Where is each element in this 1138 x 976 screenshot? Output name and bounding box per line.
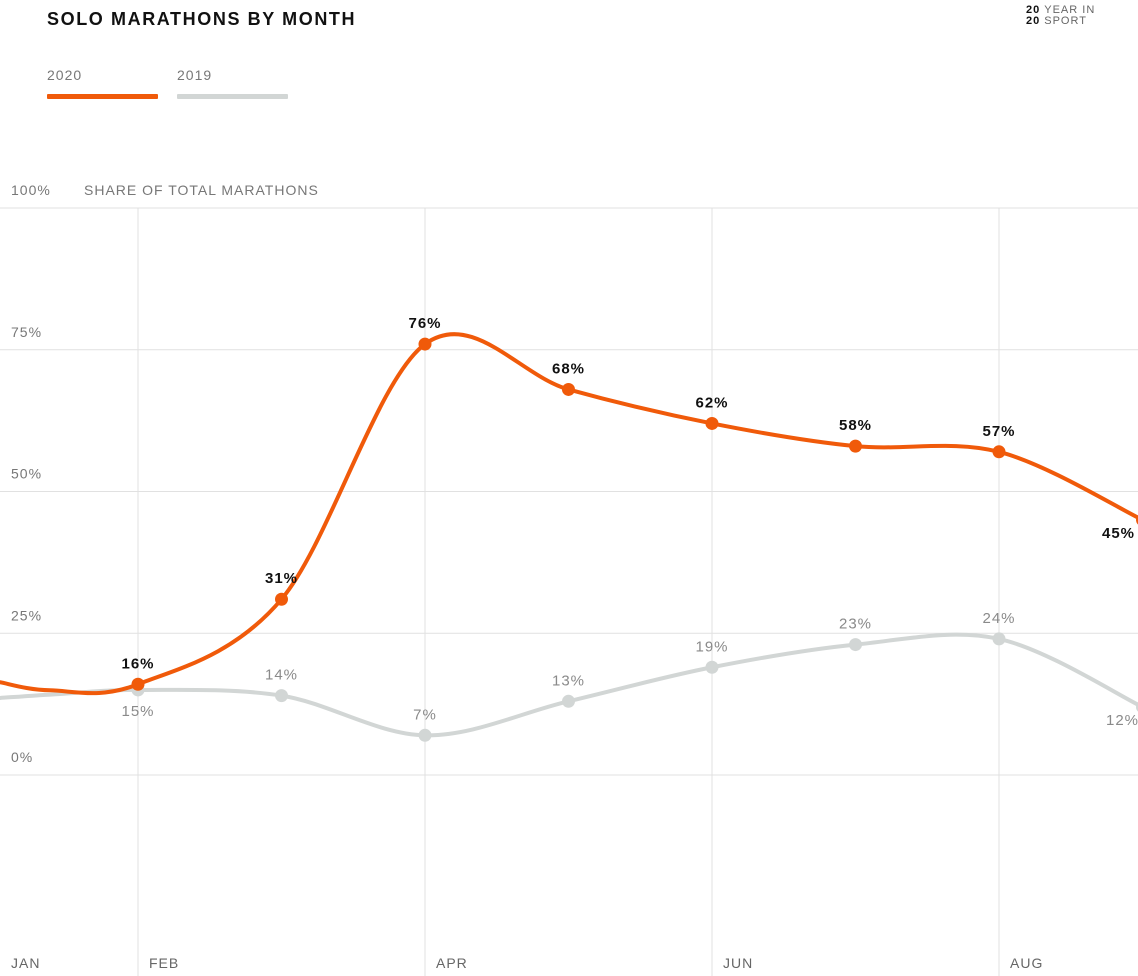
y-axis-title: SHARE OF TOTAL MARATHONS	[84, 182, 319, 198]
data-point-2019	[418, 728, 432, 742]
data-label-2020: 16%	[121, 655, 154, 672]
y-tick-label: 25%	[11, 607, 42, 623]
x-tick-label: AUG	[1010, 955, 1043, 971]
x-tick-label: FEB	[149, 955, 179, 971]
brand-number: 20	[1026, 4, 1041, 16]
data-point-2019	[562, 694, 575, 708]
data-label-2019: 24%	[982, 610, 1015, 627]
data-point-2019	[275, 689, 288, 703]
y-tick-label: 50%	[11, 466, 42, 482]
data-label-2019: 12%	[1106, 712, 1138, 729]
data-label-2019: 13%	[552, 672, 585, 689]
data-label-2019: 14%	[265, 667, 298, 684]
x-tick-label: JUN	[723, 955, 753, 971]
data-point-2020	[131, 677, 145, 691]
y-tick-label: 75%	[11, 324, 42, 340]
legend-item-2019[interactable]: 2019	[177, 67, 288, 99]
data-label-2020: 45%	[1102, 525, 1135, 542]
data-point-2020	[849, 439, 862, 453]
data-label-2020: 76%	[408, 315, 441, 332]
brand-logo: 20 YEAR IN 20 SPORT	[1026, 5, 1095, 27]
data-point-2020	[705, 416, 719, 430]
series-lines	[0, 332, 1138, 742]
x-axis-ticks: JAN FEB APR JUN AUG	[11, 955, 1043, 971]
data-label-2020: 57%	[982, 423, 1015, 440]
brand-text: YEAR IN	[1044, 4, 1096, 16]
data-point-2020	[418, 337, 432, 351]
data-labels: 15% 14% 7% 13% 19% 23% 24% 12% 16% 31% 76% 68% 62% 58…	[121, 315, 1138, 729]
brand-number: 20	[1026, 15, 1041, 27]
data-label-2020: 62%	[695, 394, 728, 411]
grid	[0, 207, 1138, 976]
data-point-2020	[562, 382, 575, 396]
brand-text: SPORT	[1044, 15, 1087, 27]
x-tick-label: APR	[436, 955, 468, 971]
brand-line-1: 20 YEAR IN	[1026, 5, 1095, 16]
data-label-2020: 68%	[552, 360, 585, 377]
legend-item-2020[interactable]: 2020	[47, 67, 158, 99]
data-point-2020	[275, 592, 288, 606]
data-label-2019: 23%	[839, 616, 872, 633]
data-point-2019	[849, 638, 862, 652]
data-point-2019	[992, 632, 1006, 646]
x-tick-label: JAN	[11, 955, 40, 971]
data-point-2020	[992, 445, 1006, 459]
data-label-2019: 19%	[695, 638, 728, 655]
data-label-2020: 58%	[839, 417, 872, 434]
legend-swatch	[47, 94, 158, 99]
y-tick-label: 0%	[11, 749, 33, 765]
data-label-2020: 31%	[265, 570, 298, 587]
legend-swatch	[177, 94, 288, 99]
data-point-2019	[705, 660, 719, 674]
legend-label: 2019	[177, 67, 213, 83]
brand-line-2: 20 SPORT	[1026, 16, 1095, 27]
y-axis-ticks: 100% 75% 50% 25% 0%	[11, 182, 51, 765]
y-tick-label: 100%	[11, 182, 51, 198]
legend-label: 2020	[47, 67, 83, 83]
data-label-2019: 15%	[121, 703, 154, 720]
data-label-2019: 7%	[413, 706, 437, 723]
chart-title: SOLO MARATHONS BY MONTH	[47, 9, 357, 29]
